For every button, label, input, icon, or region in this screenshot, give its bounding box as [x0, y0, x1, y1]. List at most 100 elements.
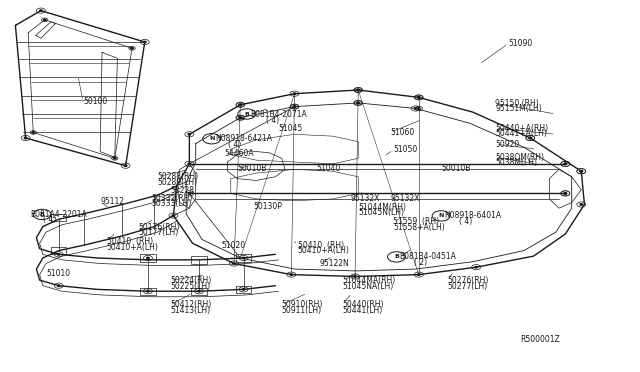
Text: 50910(RH): 50910(RH) [282, 300, 323, 310]
Circle shape [290, 274, 292, 275]
Circle shape [143, 41, 146, 43]
Circle shape [354, 276, 356, 277]
Text: 95150 (RH): 95150 (RH) [495, 99, 539, 108]
Text: 50440(RH): 50440(RH) [342, 300, 384, 310]
Text: 50100: 50100 [83, 97, 108, 106]
Circle shape [293, 106, 296, 108]
Text: 50440+A(RH): 50440+A(RH) [495, 124, 548, 132]
Circle shape [580, 170, 582, 172]
Circle shape [357, 89, 360, 91]
Circle shape [357, 89, 360, 91]
Text: R500001Z: R500001Z [521, 335, 561, 344]
Text: 95132X: 95132X [390, 194, 419, 203]
Text: ( 4): ( 4) [43, 215, 56, 224]
Circle shape [414, 108, 417, 109]
Circle shape [113, 158, 116, 159]
Text: 50130P: 50130P [253, 202, 282, 211]
Text: 51413(LH): 51413(LH) [170, 306, 211, 315]
Text: 50410+A(LH): 50410+A(LH) [106, 243, 159, 252]
Text: 51010: 51010 [46, 269, 70, 278]
Circle shape [24, 137, 27, 139]
Text: 50010B: 50010B [237, 164, 266, 173]
Circle shape [564, 163, 566, 164]
Text: 51559  (RH): 51559 (RH) [394, 217, 440, 226]
Text: N: N [438, 214, 444, 218]
Text: 50277(LH): 50277(LH) [447, 282, 488, 291]
Circle shape [417, 97, 420, 98]
Text: 51045: 51045 [278, 124, 303, 133]
Text: 51044MA(RH): 51044MA(RH) [342, 276, 396, 285]
Circle shape [293, 93, 296, 94]
Text: 50228: 50228 [170, 186, 195, 195]
Text: 50332(RH): 50332(RH) [151, 194, 193, 203]
Text: B081A4-2201A: B081A4-2201A [30, 210, 87, 219]
Circle shape [198, 291, 200, 292]
Circle shape [188, 193, 191, 194]
Text: B: B [394, 254, 399, 259]
Text: 50333(LH): 50333(LH) [151, 199, 191, 208]
Text: B: B [244, 112, 249, 116]
Text: B081B4-0451A: B081B4-0451A [399, 252, 456, 262]
Circle shape [233, 263, 236, 264]
Circle shape [564, 193, 566, 194]
Text: 51044M(RH): 51044M(RH) [358, 202, 406, 212]
Circle shape [239, 104, 242, 106]
Circle shape [124, 165, 127, 166]
Text: B: B [40, 212, 45, 217]
Circle shape [357, 102, 360, 104]
Text: 50176(RH): 50176(RH) [138, 223, 180, 232]
Text: 50920: 50920 [495, 140, 520, 149]
Text: 51558+A(LH): 51558+A(LH) [394, 223, 445, 232]
Circle shape [131, 48, 133, 49]
Text: 5038M(LH): 5038M(LH) [495, 158, 537, 167]
Text: ( 4): ( 4) [228, 140, 241, 149]
Circle shape [417, 274, 420, 275]
Text: B081B4-2071A: B081B4-2071A [250, 109, 307, 119]
Text: 50410+A(LH): 50410+A(LH) [298, 246, 349, 255]
Text: 51090: 51090 [508, 39, 532, 48]
Text: ( 4): ( 4) [459, 217, 472, 226]
Circle shape [58, 285, 60, 286]
Circle shape [188, 134, 191, 135]
Circle shape [58, 254, 60, 255]
Text: 51020: 51020 [221, 241, 245, 250]
Text: 51045NA(LH): 51045NA(LH) [342, 282, 394, 291]
Text: 50412(RH): 50412(RH) [170, 300, 211, 310]
Text: 50441(LH): 50441(LH) [342, 306, 383, 315]
Circle shape [243, 257, 245, 259]
Text: 50289(LH): 50289(LH) [157, 178, 198, 187]
Text: 51040: 51040 [317, 164, 341, 173]
Text: 5038OM(RH): 5038OM(RH) [495, 153, 544, 162]
Circle shape [475, 266, 477, 268]
Circle shape [172, 215, 175, 216]
Text: 95132X: 95132X [351, 194, 380, 203]
Text: 51050: 51050 [394, 145, 417, 154]
Text: 51045N(LH): 51045N(LH) [358, 208, 404, 217]
Text: 54460A: 54460A [225, 150, 254, 158]
Text: N: N [209, 136, 214, 141]
Circle shape [564, 193, 566, 194]
Circle shape [529, 137, 532, 139]
Circle shape [44, 19, 46, 20]
Circle shape [239, 104, 242, 106]
Circle shape [239, 117, 242, 118]
Circle shape [580, 204, 582, 205]
Text: 50410  (RH): 50410 (RH) [106, 237, 153, 246]
Text: ( 4): ( 4) [266, 116, 279, 125]
Text: 50911(LH): 50911(LH) [282, 306, 322, 315]
Circle shape [40, 10, 42, 12]
Text: 50010B: 50010B [441, 164, 470, 173]
Circle shape [188, 163, 191, 164]
Circle shape [580, 170, 582, 172]
Text: N08918-6401A: N08918-6401A [444, 211, 501, 220]
Circle shape [564, 163, 566, 164]
Circle shape [417, 97, 420, 98]
Text: 50410  (RH): 50410 (RH) [298, 241, 344, 250]
Text: 50288(RH): 50288(RH) [157, 172, 198, 181]
Text: 95122N: 95122N [320, 259, 349, 268]
Circle shape [293, 106, 296, 108]
Text: 95151M(LH): 95151M(LH) [495, 104, 542, 113]
Circle shape [147, 257, 149, 259]
Circle shape [357, 102, 360, 104]
Circle shape [239, 117, 242, 118]
